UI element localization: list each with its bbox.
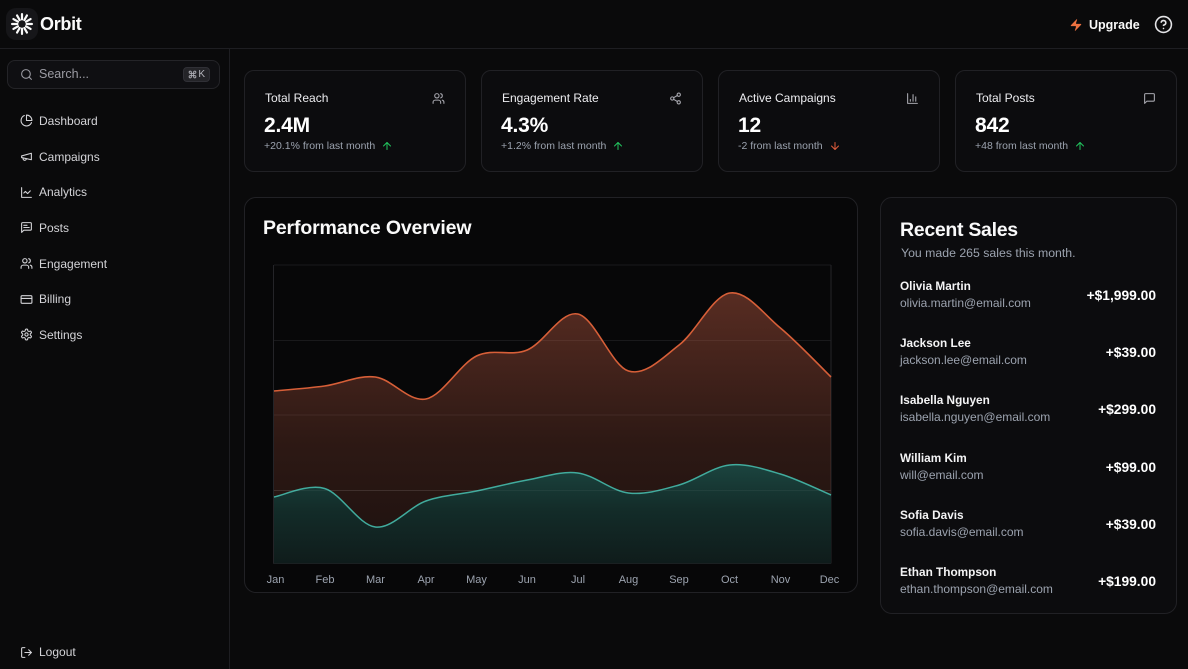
svg-text:Dec: Dec [820, 574, 840, 586]
svg-text:Jun: Jun [518, 574, 536, 586]
svg-text:Nov: Nov [771, 574, 791, 586]
svg-text:Jul: Jul [571, 574, 585, 586]
svg-text:Aug: Aug [619, 574, 639, 586]
svg-text:May: May [466, 574, 487, 586]
svg-text:Feb: Feb [316, 574, 335, 586]
svg-text:Apr: Apr [417, 574, 434, 586]
svg-text:Oct: Oct [721, 574, 738, 586]
svg-text:Mar: Mar [366, 574, 385, 586]
svg-text:Jan: Jan [267, 574, 285, 586]
svg-text:Sep: Sep [669, 574, 689, 586]
